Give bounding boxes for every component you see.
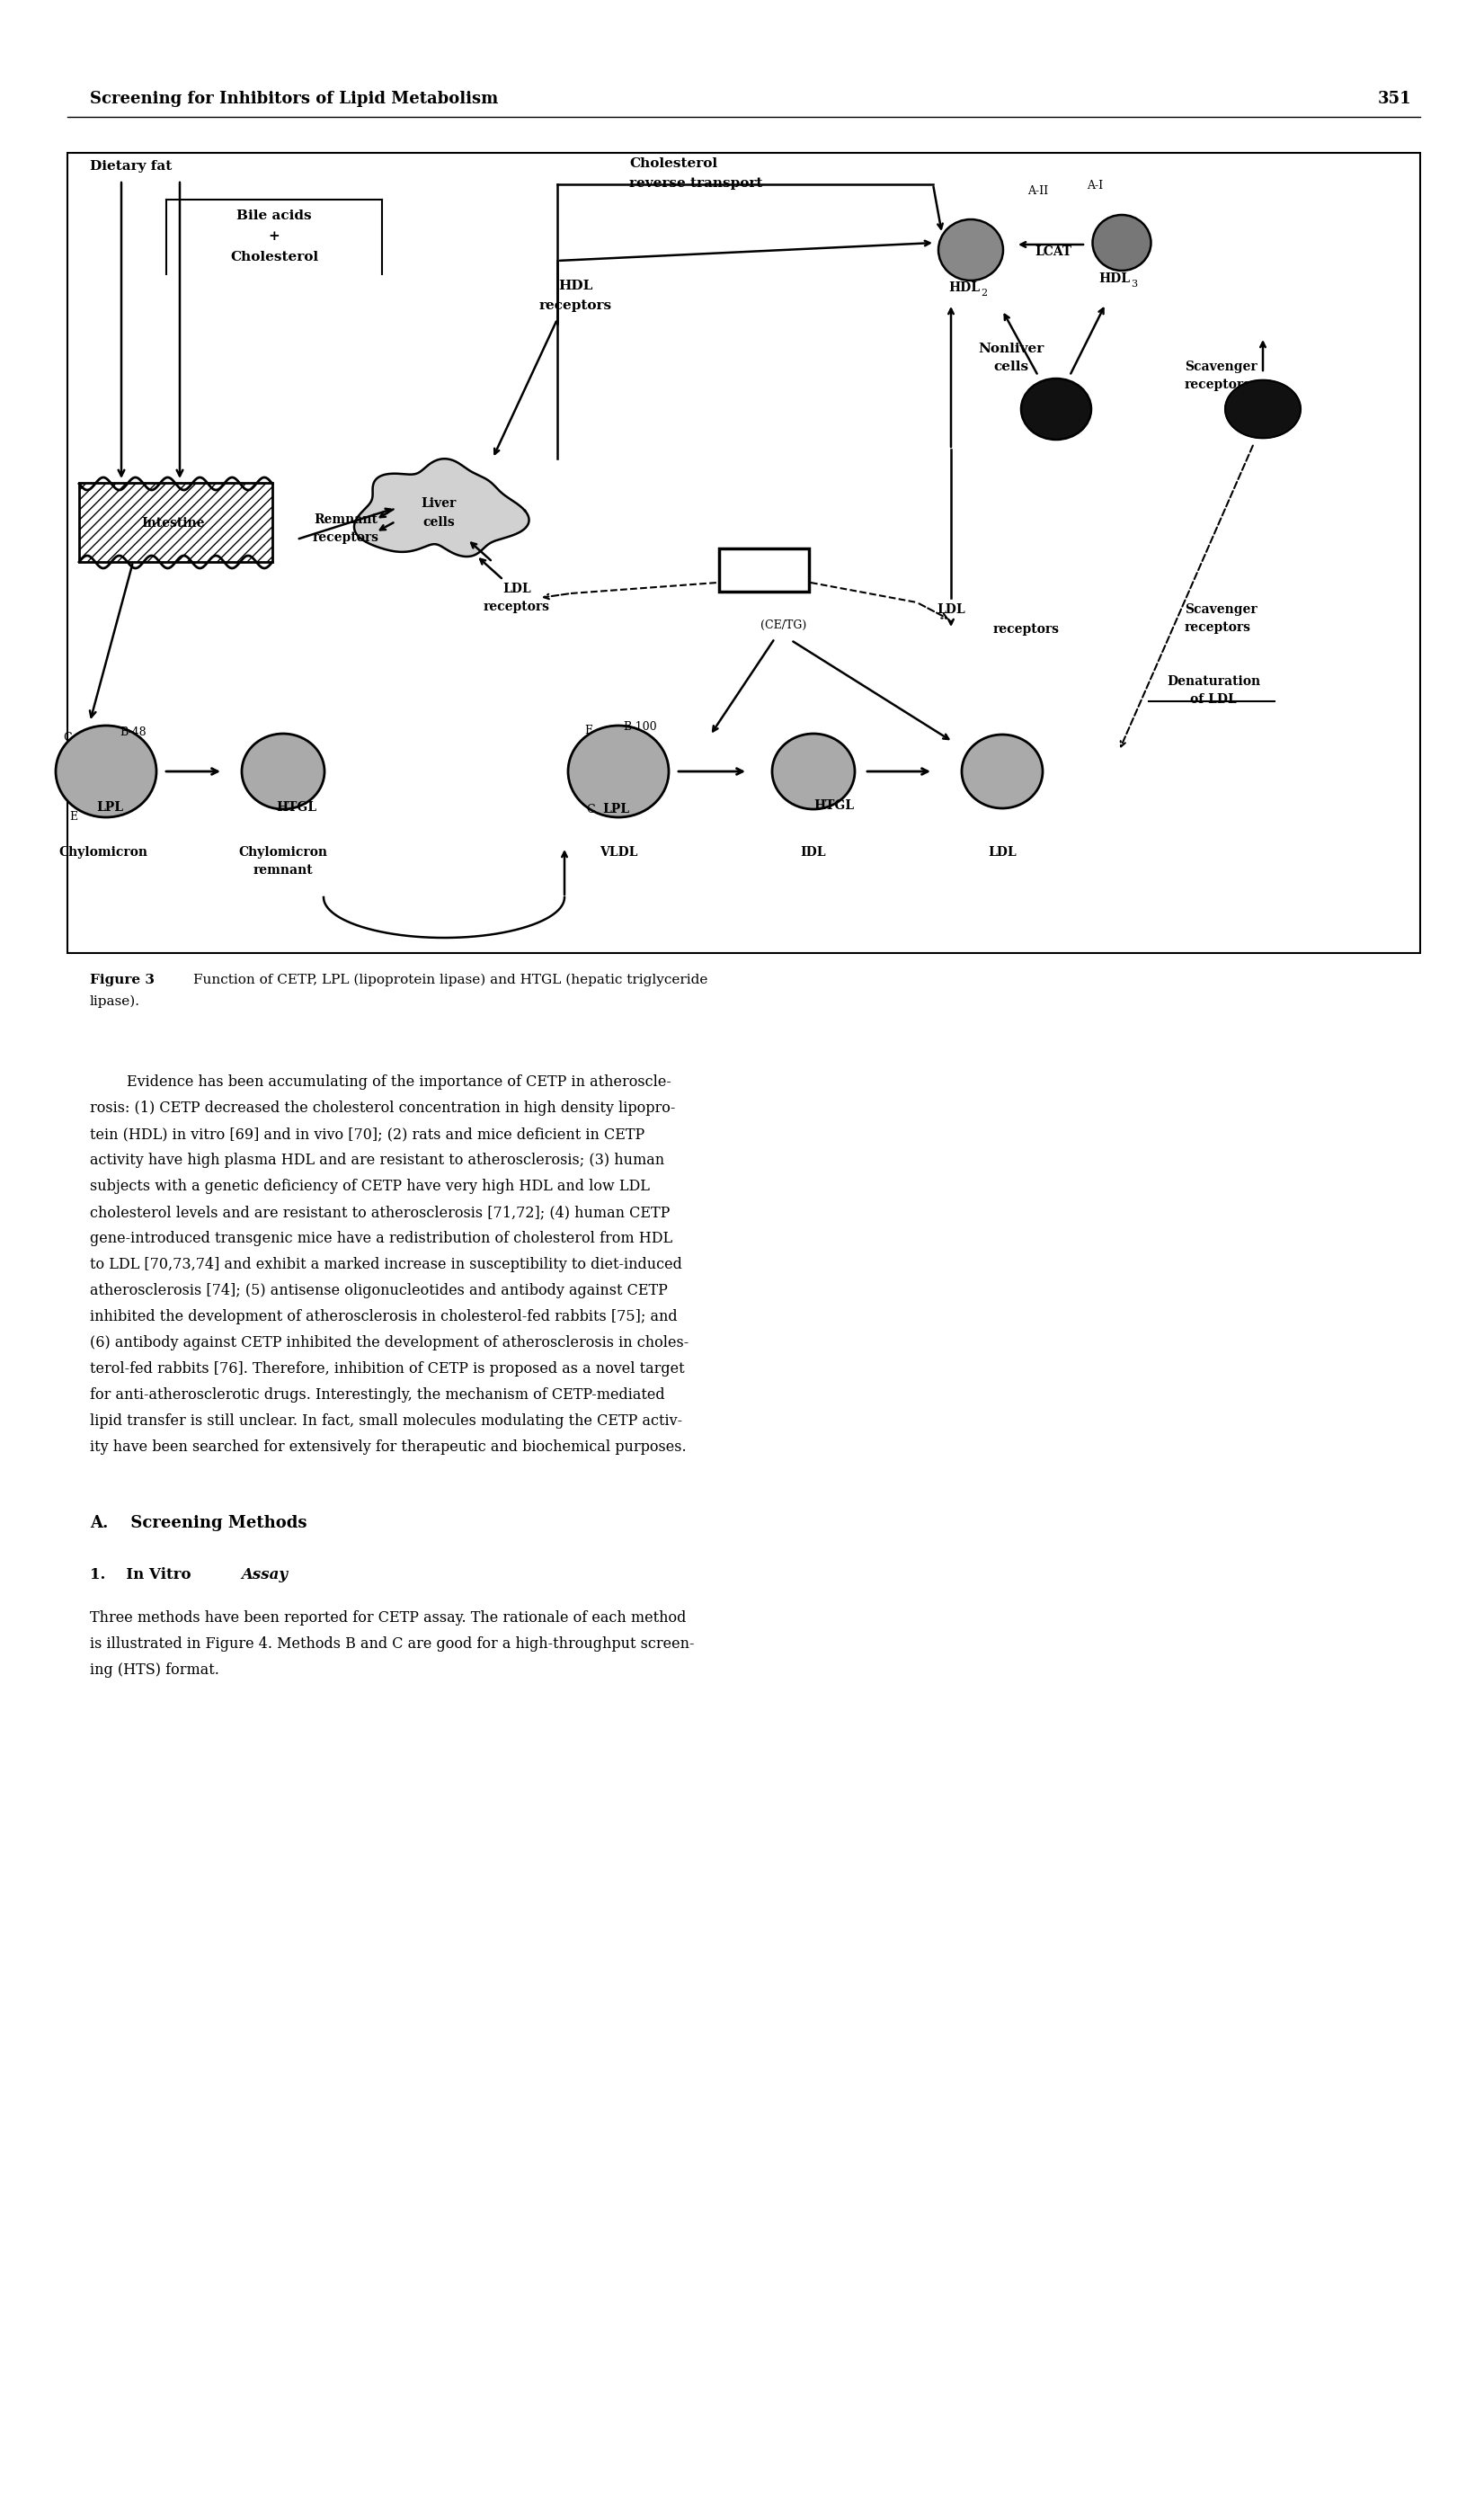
Ellipse shape (56, 726, 156, 818)
Text: Chylomicron: Chylomicron (239, 846, 328, 858)
Ellipse shape (568, 726, 669, 818)
Text: 2: 2 (981, 289, 987, 297)
Text: LCAT: LCAT (1034, 245, 1071, 257)
Text: 1.    In Vitro: 1. In Vitro (91, 1567, 196, 1582)
Text: Function of CETP, LPL (lipoprotein lipase) and HTGL (hepatic triglyceride: Function of CETP, LPL (lipoprotein lipas… (193, 973, 708, 986)
Ellipse shape (1021, 379, 1091, 439)
Text: (CE/TG): (CE/TG) (761, 619, 807, 631)
Text: Screening for Inhibitors of Lipid Metabolism: Screening for Inhibitors of Lipid Metabo… (91, 90, 499, 107)
Text: CETP: CETP (742, 561, 787, 579)
Ellipse shape (1092, 215, 1152, 269)
Text: gene-introduced transgenic mice have a redistribution of cholesterol from HDL: gene-introduced transgenic mice have a r… (91, 1230, 672, 1245)
Text: activity have high plasma HDL and are resistant to atherosclerosis; (3) human: activity have high plasma HDL and are re… (91, 1153, 665, 1168)
Text: A-I: A-I (1086, 180, 1103, 192)
Text: ity have been searched for extensively for therapeutic and biochemical purposes.: ity have been searched for extensively f… (91, 1440, 687, 1455)
Text: C: C (586, 803, 595, 816)
Text: Intestine: Intestine (142, 516, 205, 529)
Text: subjects with a genetic deficiency of CETP have very high HDL and low LDL: subjects with a genetic deficiency of CE… (91, 1178, 650, 1195)
Text: inhibited the development of atherosclerosis in cholesterol-fed rabbits [75]; an: inhibited the development of atheroscler… (91, 1310, 677, 1325)
Ellipse shape (962, 734, 1043, 808)
Text: Cholesterol: Cholesterol (629, 157, 717, 170)
Text: B-48: B-48 (120, 726, 147, 739)
Text: Scavenger: Scavenger (1184, 362, 1257, 374)
Text: remnant: remnant (254, 863, 313, 876)
Text: HTGL: HTGL (276, 801, 318, 813)
Text: for anti-atherosclerotic drugs. Interestingly, the mechanism of CETP-mediated: for anti-atherosclerotic drugs. Interest… (91, 1387, 665, 1402)
Text: cells: cells (994, 362, 1028, 374)
Bar (720, 549, 809, 591)
Text: Cholesterol: Cholesterol (230, 252, 318, 264)
Text: LPL: LPL (96, 801, 123, 813)
Text: 3: 3 (1131, 279, 1137, 289)
Text: receptors: receptors (1184, 621, 1251, 634)
Text: HDL: HDL (1098, 272, 1131, 284)
Text: atherosclerosis [74]; (5) antisense oligonucleotides and antibody against CETP: atherosclerosis [74]; (5) antisense olig… (91, 1282, 668, 1297)
Text: ing (HTS) format.: ing (HTS) format. (91, 1662, 220, 1677)
Text: tein (HDL) in vitro [69] and in vivo [70]; (2) rats and mice deficient in CETP: tein (HDL) in vitro [69] and in vivo [70… (91, 1128, 644, 1143)
Text: to LDL [70,73,74] and exhibit a marked increase in susceptibility to diet-induce: to LDL [70,73,74] and exhibit a marked i… (91, 1257, 683, 1272)
Text: HDL: HDL (948, 282, 981, 294)
Text: receptors: receptors (1184, 379, 1251, 392)
Text: is illustrated in Figure 4. Methods B and C are good for a high-throughput scree: is illustrated in Figure 4. Methods B an… (91, 1637, 695, 1652)
Text: Three methods have been reported for CETP assay. The rationale of each method: Three methods have been reported for CET… (91, 1609, 686, 1627)
Text: Liver: Liver (421, 497, 456, 509)
Text: Nonliver: Nonliver (978, 342, 1045, 354)
Text: LDL: LDL (988, 846, 1017, 858)
Bar (67, 152, 1420, 953)
Text: HTGL: HTGL (813, 798, 855, 811)
Text: Chylomicron: Chylomicron (59, 846, 148, 858)
Ellipse shape (938, 220, 1003, 279)
Text: HDL: HDL (558, 279, 592, 292)
Bar (79, 484, 273, 561)
Text: lipase).: lipase). (91, 996, 139, 1008)
Text: Bile acids: Bile acids (236, 210, 312, 222)
Ellipse shape (772, 734, 855, 808)
Text: VLDL: VLDL (600, 846, 638, 858)
Text: rosis: (1) CETP decreased the cholesterol concentration in high density lipopro-: rosis: (1) CETP decreased the cholestero… (91, 1100, 675, 1115)
Text: receptors: receptors (484, 601, 551, 614)
Ellipse shape (242, 734, 325, 808)
Text: Remnant: Remnant (315, 514, 378, 526)
Text: Dietary fat: Dietary fat (91, 160, 172, 172)
Polygon shape (1226, 379, 1300, 439)
Text: cholesterol levels and are resistant to atherosclerosis [71,72]; (4) human CETP: cholesterol levels and are resistant to … (91, 1205, 669, 1220)
Text: LDL: LDL (503, 584, 531, 596)
Text: lipid transfer is still unclear. In fact, small molecules modulating the CETP ac: lipid transfer is still unclear. In fact… (91, 1412, 683, 1430)
Text: A-II: A-II (1028, 185, 1049, 197)
Text: A.    Screening Methods: A. Screening Methods (91, 1514, 307, 1532)
Text: LPL: LPL (603, 803, 629, 816)
Text: C: C (64, 731, 71, 744)
Text: E: E (585, 724, 592, 736)
Polygon shape (355, 459, 528, 556)
Text: receptors: receptors (313, 531, 380, 544)
Text: LDL: LDL (936, 604, 965, 616)
Text: E: E (70, 811, 77, 823)
Text: Denaturation: Denaturation (1166, 676, 1260, 689)
Text: cells: cells (423, 516, 454, 529)
Text: +: + (269, 230, 280, 242)
Text: Assay: Assay (240, 1567, 288, 1582)
Text: Scavenger: Scavenger (1184, 604, 1257, 616)
Text: (6) antibody against CETP inhibited the development of atherosclerosis in choles: (6) antibody against CETP inhibited the … (91, 1335, 689, 1350)
Text: reverse transport: reverse transport (629, 177, 763, 190)
Text: Figure 3: Figure 3 (91, 973, 154, 986)
Text: B-100: B-100 (623, 721, 657, 734)
Text: Evidence has been accumulating of the importance of CETP in atheroscle-: Evidence has been accumulating of the im… (91, 1075, 671, 1090)
Text: IDL: IDL (801, 846, 827, 858)
Text: of LDL: of LDL (1190, 694, 1236, 706)
Text: terol-fed rabbits [76]. Therefore, inhibition of CETP is proposed as a novel tar: terol-fed rabbits [76]. Therefore, inhib… (91, 1362, 684, 1377)
Text: receptors: receptors (539, 299, 611, 312)
Text: receptors: receptors (993, 624, 1060, 636)
Text: 351: 351 (1377, 90, 1411, 107)
